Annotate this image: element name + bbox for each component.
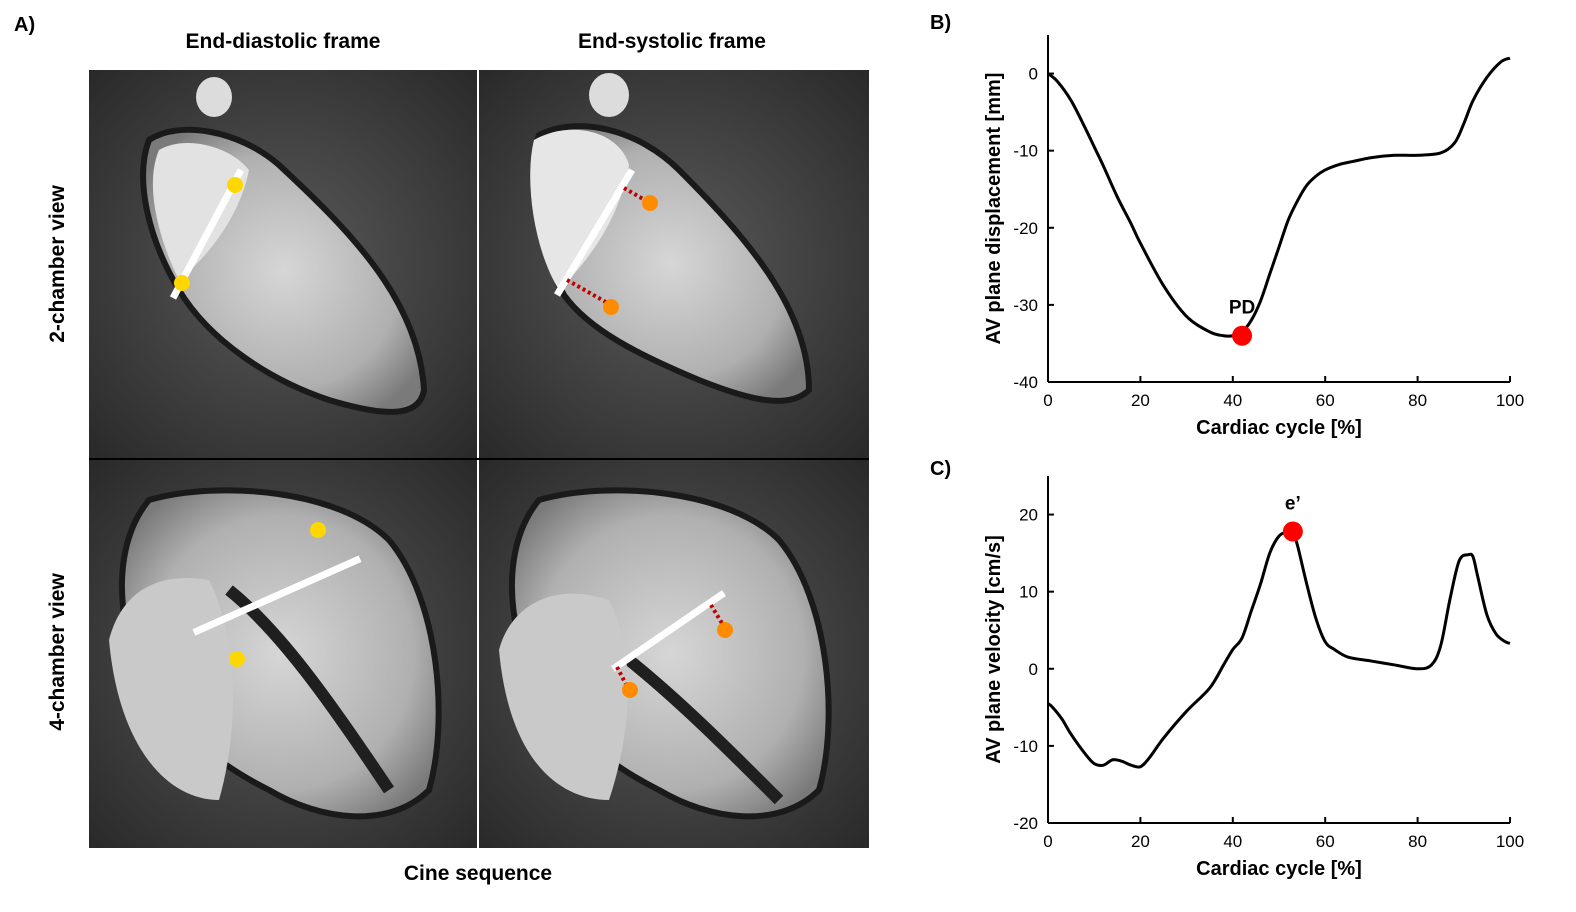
marker-label: PD — [1229, 298, 1255, 319]
y-tick-label: 0 — [1029, 65, 1038, 84]
x-tick-label: 60 — [1316, 391, 1335, 410]
x-tick-label: 40 — [1223, 832, 1242, 851]
y-tick-label: -10 — [1013, 142, 1038, 161]
col-title-end-diastolic: End-diastolic frame — [185, 30, 381, 53]
series-line — [1047, 56, 1511, 338]
col-title-end-systolic: End-systolic frame — [578, 30, 766, 53]
highlight-marker — [1282, 521, 1303, 542]
y-axis-label: AV plane displacement [mm] — [983, 73, 1005, 345]
y-tick-label: -10 — [1013, 737, 1038, 756]
mri-image-grid — [89, 70, 869, 848]
mri-2ch-es — [479, 70, 869, 458]
x-tick-label: 0 — [1043, 391, 1052, 410]
x-tick-label: 20 — [1131, 832, 1150, 851]
x-axis-label: Cardiac cycle [%] — [1196, 858, 1362, 880]
y-tick-label: 20 — [1019, 506, 1038, 525]
x-tick-label: 80 — [1408, 391, 1427, 410]
x-tick-label: 100 — [1496, 391, 1524, 410]
mri-4ch-ed — [89, 460, 477, 848]
marker-label: e’ — [1285, 494, 1301, 515]
x-tick-label: 100 — [1496, 832, 1524, 851]
av-point-orange — [642, 195, 658, 211]
y-tick-label: 10 — [1019, 583, 1038, 602]
y-tick-label: -20 — [1013, 219, 1038, 238]
displacement-dashed-line — [615, 666, 631, 691]
x-axis-label: Cardiac cycle [%] — [1196, 417, 1362, 439]
av-point-yellow — [174, 275, 190, 291]
highlight-marker — [1232, 325, 1253, 346]
av-point-yellow — [310, 522, 326, 538]
av-point-orange — [603, 299, 619, 315]
panel-c-label: C) — [930, 458, 952, 480]
mri-4ch-es — [479, 460, 869, 848]
x-tick-label: 40 — [1223, 391, 1242, 410]
av-point-orange — [717, 622, 733, 638]
cine-sequence-title: Cine sequence — [403, 862, 553, 885]
mri-2ch-ed — [89, 70, 477, 458]
x-tick-label: 60 — [1316, 832, 1335, 851]
av-point-orange — [622, 682, 638, 698]
av-point-yellow — [227, 177, 243, 193]
displacement-dashed-line — [566, 278, 612, 307]
panel-b-label: B) — [930, 12, 952, 34]
y-tick-label: -40 — [1013, 373, 1038, 392]
x-tick-label: 80 — [1408, 832, 1427, 851]
series-line — [1047, 528, 1511, 769]
x-tick-label: 20 — [1131, 391, 1150, 410]
av-plane-line-4ch-ed — [192, 555, 362, 636]
panel-a-label: A) — [14, 14, 36, 36]
av-plane-line-4ch-es — [611, 590, 726, 672]
y-tick-label: -30 — [1013, 296, 1038, 315]
y-tick-label: -20 — [1013, 814, 1038, 833]
av-plane-line-2ch-es — [553, 168, 636, 297]
y-tick-label: 0 — [1029, 660, 1038, 679]
x-tick-label: 0 — [1043, 832, 1052, 851]
av-point-yellow — [229, 651, 245, 667]
y-axis-label: AV plane velocity [cm/s] — [983, 535, 1005, 764]
